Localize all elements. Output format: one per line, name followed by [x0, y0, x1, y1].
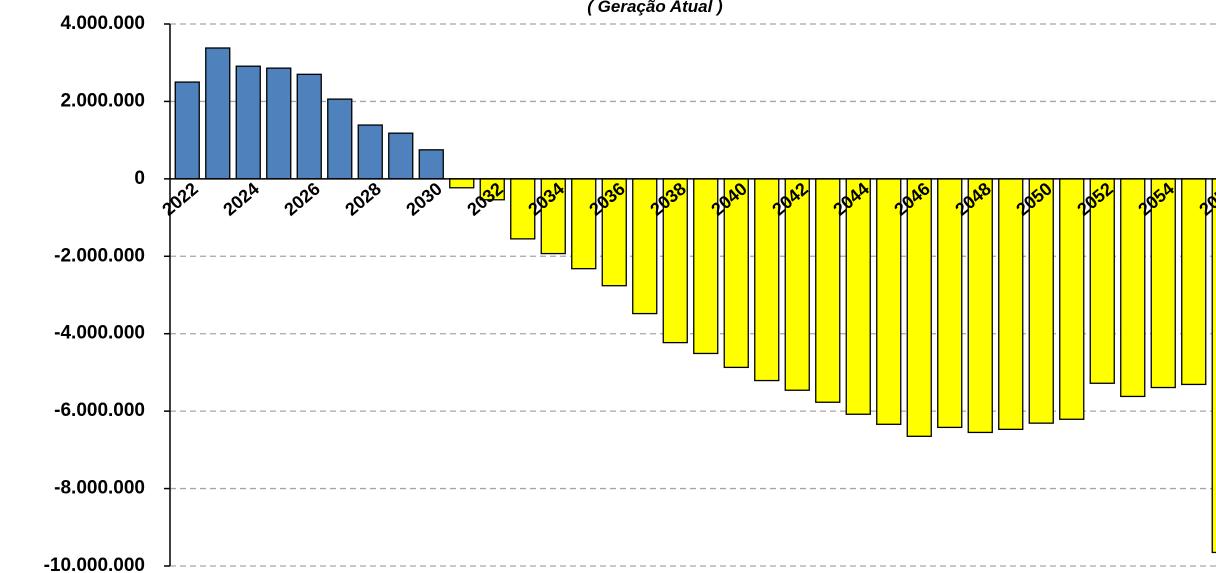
x-tick-label: 2028	[341, 179, 385, 220]
bar	[1211, 178, 1216, 554]
bar	[205, 47, 231, 180]
bar	[662, 178, 688, 344]
x-tick-label: 2026	[280, 179, 324, 220]
bar	[1059, 178, 1085, 420]
bar	[632, 178, 658, 315]
bar	[967, 178, 993, 434]
bar	[906, 178, 932, 437]
bar	[601, 178, 627, 287]
bar	[357, 124, 383, 180]
y-tick-label: 2.000.000	[60, 90, 145, 111]
x-tick-label: 2022	[158, 179, 202, 220]
y-tick-label: -4.000.000	[54, 323, 145, 344]
y-tick-label: -6.000.000	[54, 400, 145, 421]
bar	[449, 178, 475, 189]
bar	[937, 178, 963, 429]
bar	[754, 178, 780, 382]
bar	[418, 149, 444, 180]
bar	[235, 65, 261, 180]
bar	[1028, 178, 1054, 424]
bar	[1089, 178, 1115, 384]
bar	[723, 178, 749, 369]
bar	[571, 178, 597, 270]
bar	[1120, 178, 1146, 398]
y-tick-label: -2.000.000	[54, 245, 145, 266]
bar	[174, 81, 200, 180]
y-tick-label: -10.000.000	[44, 555, 145, 573]
chart-title: ( Geração Atual )	[587, 0, 723, 16]
bar	[998, 178, 1024, 430]
bar	[388, 132, 414, 180]
y-tick-label: 4.000.000	[60, 13, 145, 34]
grid	[170, 23, 1216, 567]
x-tick-label: 2024	[219, 179, 263, 220]
bar	[815, 178, 841, 403]
bar	[327, 98, 353, 180]
bar	[296, 73, 322, 180]
x-tick-label: 2030	[402, 179, 446, 220]
bar	[1150, 178, 1176, 389]
bar	[266, 67, 292, 180]
y-tick-label: 0	[134, 168, 145, 189]
bar	[876, 178, 902, 425]
bar	[540, 178, 566, 255]
y-tick-label: -8.000.000	[54, 478, 145, 499]
bar	[845, 178, 871, 415]
